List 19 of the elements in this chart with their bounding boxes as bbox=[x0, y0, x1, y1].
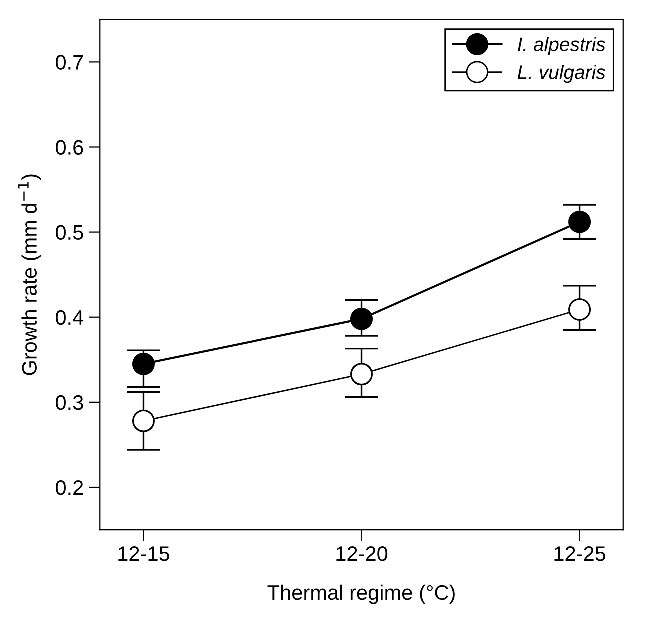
x-tick-label: 12-15 bbox=[118, 546, 170, 562]
y-tick-label: 0.2 bbox=[56, 480, 84, 496]
x-tick-label: 12-20 bbox=[336, 546, 388, 562]
y-tick-label: 0.5 bbox=[56, 225, 84, 240]
y-tick-label: 0.7 bbox=[56, 55, 84, 70]
y-tick-label: 0.3 bbox=[56, 395, 84, 410]
point bbox=[568, 210, 592, 234]
x-tick-label: 12-25 bbox=[554, 546, 606, 562]
x-axis-title: Thermal regime (°C) bbox=[268, 584, 455, 604]
y-axis-title: Growth rate (mm d$^{−1}$) bbox=[18, 174, 42, 376]
point bbox=[350, 363, 374, 386]
point bbox=[132, 352, 155, 376]
legend-label: I. alpestris bbox=[518, 37, 606, 56]
y-tick-label: 0.4 bbox=[56, 310, 84, 326]
point bbox=[132, 410, 155, 432]
point bbox=[568, 298, 592, 321]
point bbox=[350, 308, 374, 330]
legend-label: L. vulgaris bbox=[518, 65, 606, 84]
y-tick-label: 0.6 bbox=[56, 140, 84, 155]
